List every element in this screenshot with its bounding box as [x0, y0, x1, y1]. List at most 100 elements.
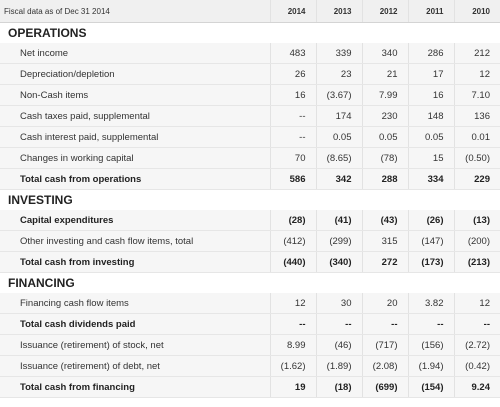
value-cell: -- — [453, 313, 500, 335]
table-row: Net income 483 339 340 286 212 — [0, 43, 500, 64]
row-label: Depreciation/depletion — [0, 63, 270, 85]
value-cell: (699) — [361, 376, 408, 398]
value-cell: (1.89) — [315, 355, 362, 377]
cash-flow-table: Fiscal data as of Dec 31 2014 2014 2013 … — [0, 0, 500, 398]
year-header: 2011 — [407, 0, 454, 23]
value-cell: -- — [269, 105, 316, 127]
value-cell: (78) — [361, 147, 408, 169]
table-row: Other investing and cash flow items, tot… — [0, 230, 500, 252]
value-cell: (156) — [407, 334, 454, 356]
value-cell: 23 — [315, 63, 362, 85]
value-cell: (173) — [407, 251, 454, 273]
value-cell: -- — [269, 313, 316, 335]
row-label: Issuance (retirement) of debt, net — [0, 355, 270, 377]
value-cell: 16 — [407, 84, 454, 106]
section-header-row: INVESTING — [0, 189, 500, 210]
row-label: Net income — [0, 43, 270, 64]
value-cell: (154) — [407, 376, 454, 398]
section-title: FINANCING — [0, 272, 500, 293]
value-cell: (299) — [315, 230, 362, 252]
table-row: Non-Cash items 16 (3.67) 7.99 16 7.10 — [0, 84, 500, 106]
value-cell: 174 — [315, 105, 362, 127]
value-cell: 334 — [407, 168, 454, 190]
value-cell: -- — [269, 126, 316, 148]
table-row: Capital expenditures (28) (41) (43) (26) (13) — [0, 210, 500, 231]
value-cell: 212 — [453, 43, 500, 64]
value-cell: 30 — [315, 293, 362, 314]
value-cell: 20 — [361, 293, 408, 314]
value-cell: (41) — [315, 210, 362, 231]
value-cell: 342 — [315, 168, 362, 190]
value-cell: (200) — [453, 230, 500, 252]
value-cell: (43) — [361, 210, 408, 231]
value-cell: 339 — [315, 43, 362, 64]
year-header: 2010 — [453, 0, 500, 23]
value-cell: (26) — [407, 210, 454, 231]
table-row: Cash interest paid, supplemental -- 0.05 0.… — [0, 126, 500, 148]
value-cell: -- — [361, 313, 408, 335]
row-label: Financing cash flow items — [0, 293, 270, 314]
row-label: Changes in working capital — [0, 147, 270, 169]
row-label: Other investing and cash flow items, tot… — [0, 230, 270, 252]
value-cell: 70 — [269, 147, 316, 169]
row-label: Total cash from financing — [0, 376, 270, 398]
row-label: Total cash dividends paid — [0, 313, 270, 335]
value-cell: (46) — [315, 334, 362, 356]
value-cell: 15 — [407, 147, 454, 169]
row-label: Total cash from investing — [0, 251, 270, 273]
value-cell: (1.62) — [269, 355, 316, 377]
table-row: Cash taxes paid, supplemental -- 174 230 148… — [0, 105, 500, 127]
value-cell: (440) — [269, 251, 316, 273]
value-cell: 17 — [407, 63, 454, 85]
section-header-row: FINANCING — [0, 272, 500, 293]
row-label: Cash interest paid, supplemental — [0, 126, 270, 148]
value-cell: 586 — [269, 168, 316, 190]
value-cell: (13) — [453, 210, 500, 231]
table-row: Changes in working capital 70 (8.65) (78) 15… — [0, 147, 500, 169]
section-title: INVESTING — [0, 189, 500, 210]
cash-flow-table-body: Fiscal data as of Dec 31 2014 2014 2013 … — [0, 0, 500, 398]
value-cell: 315 — [361, 230, 408, 252]
value-cell: 148 — [407, 105, 454, 127]
table-row: Total cash from financing 19 (18) (699) (154… — [0, 376, 500, 398]
table-row: Total cash from investing (440) (340) 272 (1… — [0, 251, 500, 273]
value-cell: 136 — [453, 105, 500, 127]
table-row: Issuance (retirement) of debt, net (1.62)… — [0, 355, 500, 377]
value-cell: (18) — [315, 376, 362, 398]
section-header-row: OPERATIONS — [0, 22, 500, 43]
fiscal-date-label: Fiscal data as of Dec 31 2014 — [0, 0, 270, 23]
year-header: 2012 — [361, 0, 408, 23]
value-cell: -- — [315, 313, 362, 335]
value-cell: (2.72) — [453, 334, 500, 356]
value-cell: (28) — [269, 210, 316, 231]
value-cell: 340 — [361, 43, 408, 64]
value-cell: (2.08) — [361, 355, 408, 377]
value-cell: 8.99 — [269, 334, 316, 356]
value-cell: (3.67) — [315, 84, 362, 106]
table-row: Issuance (retirement) of stock, net 8.99(… — [0, 334, 500, 356]
value-cell: (412) — [269, 230, 316, 252]
value-cell: 483 — [269, 43, 316, 64]
value-cell: 286 — [407, 43, 454, 64]
section-title: OPERATIONS — [0, 22, 500, 43]
value-cell: (0.50) — [453, 147, 500, 169]
value-cell: 229 — [453, 168, 500, 190]
value-cell: 0.05 — [361, 126, 408, 148]
table-row: Depreciation/depletion 26 23 21 17 12 — [0, 63, 500, 85]
table-header-row: Fiscal data as of Dec 31 2014 2014 2013 … — [0, 0, 500, 23]
value-cell: 12 — [453, 63, 500, 85]
row-label: Non-Cash items — [0, 84, 270, 106]
value-cell: 7.99 — [361, 84, 408, 106]
value-cell: 288 — [361, 168, 408, 190]
value-cell: -- — [407, 313, 454, 335]
value-cell: (147) — [407, 230, 454, 252]
value-cell: 272 — [361, 251, 408, 273]
value-cell: 16 — [269, 84, 316, 106]
value-cell: (717) — [361, 334, 408, 356]
row-label: Capital expenditures — [0, 210, 270, 231]
value-cell: (213) — [453, 251, 500, 273]
value-cell: 12 — [269, 293, 316, 314]
value-cell: (0.42) — [453, 355, 500, 377]
year-header: 2014 — [269, 0, 316, 23]
